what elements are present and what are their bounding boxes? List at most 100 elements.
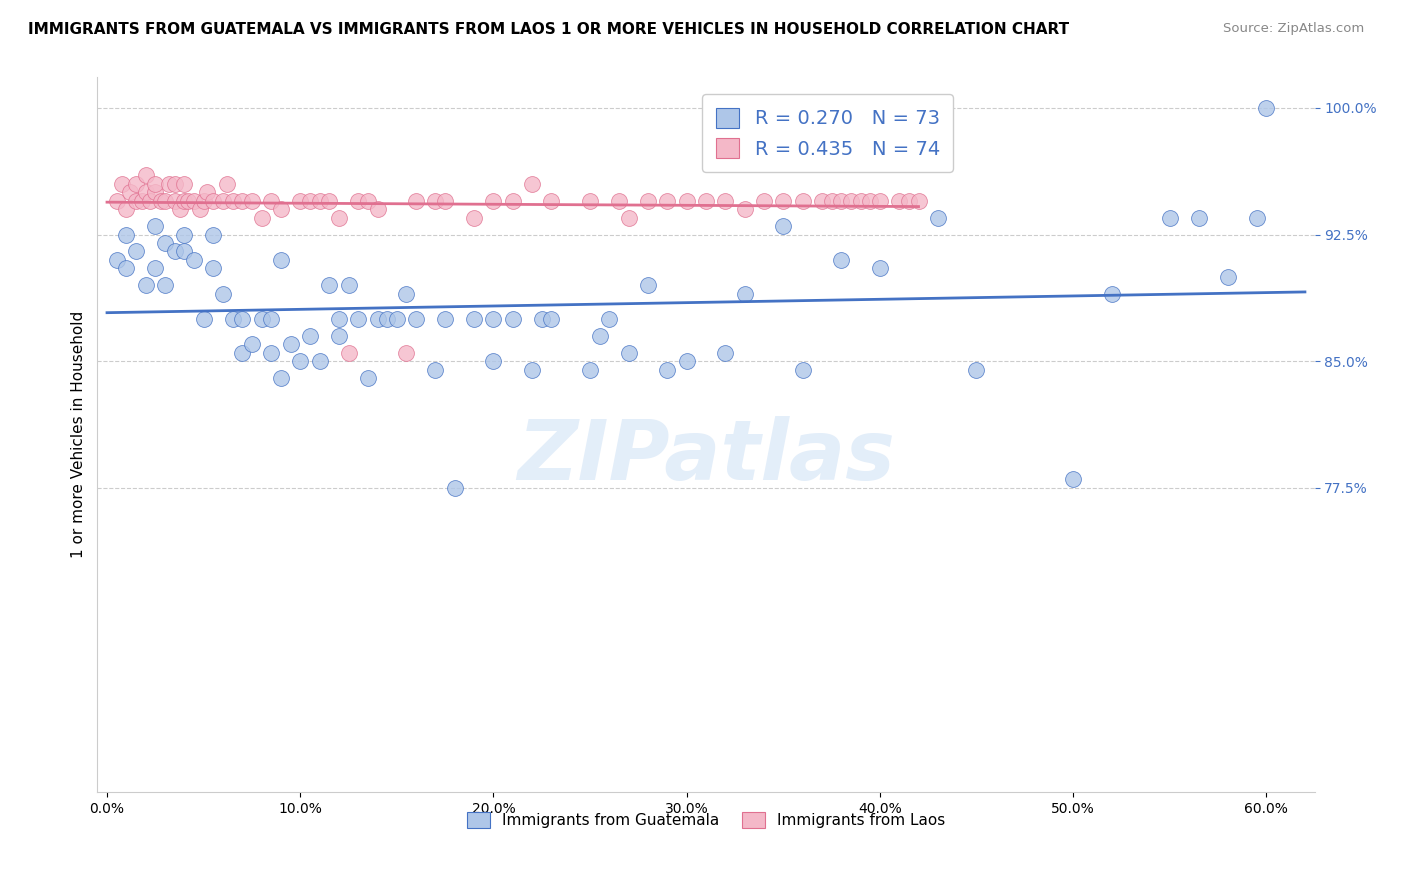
Point (135, 186, 157, 200)
Point (366, 312, 388, 326)
Point (607, 194, 630, 208)
Point (357, 194, 380, 208)
Point (138, 194, 160, 208)
Point (637, 278, 659, 293)
Point (657, 362, 679, 376)
Point (1159, 211, 1181, 225)
Legend: Immigrants from Guatemala, Immigrants from Laos: Immigrants from Guatemala, Immigrants fr… (461, 806, 952, 834)
Point (183, 252, 205, 267)
Point (752, 194, 775, 208)
Point (598, 312, 620, 326)
Point (714, 345, 737, 359)
Point (318, 278, 340, 293)
Point (337, 345, 360, 359)
Point (328, 329, 350, 343)
Point (772, 219, 794, 233)
Point (328, 211, 350, 225)
Point (1101, 286, 1123, 301)
Point (347, 312, 370, 326)
Point (347, 194, 370, 208)
Point (125, 177, 148, 191)
Point (657, 194, 679, 208)
Point (193, 194, 215, 208)
Point (143, 186, 166, 200)
Point (395, 345, 418, 359)
Point (617, 345, 640, 359)
Point (202, 194, 225, 208)
Text: IMMIGRANTS FROM GUATEMALA VS IMMIGRANTS FROM LAOS 1 OR MORE VEHICLES IN HOUSEHOL: IMMIGRANTS FROM GUATEMALA VS IMMIGRANTS … (28, 22, 1069, 37)
Point (869, 261, 891, 276)
Point (173, 177, 195, 191)
Point (150, 194, 173, 208)
Point (869, 194, 891, 208)
Point (143, 177, 166, 191)
Point (540, 312, 562, 326)
Point (173, 194, 195, 208)
Point (270, 202, 292, 217)
Point (792, 362, 814, 376)
Point (1256, 101, 1278, 115)
Point (318, 194, 340, 208)
Point (115, 202, 138, 217)
Point (579, 194, 602, 208)
Point (1216, 269, 1239, 284)
Point (212, 194, 235, 208)
Point (115, 227, 138, 242)
Point (849, 194, 872, 208)
Point (169, 202, 191, 217)
Point (811, 194, 834, 208)
Point (270, 371, 292, 385)
Point (163, 194, 186, 208)
Point (675, 354, 697, 368)
Point (115, 261, 138, 276)
Point (830, 252, 852, 267)
Point (260, 312, 283, 326)
Point (839, 194, 862, 208)
Point (163, 244, 186, 259)
Point (221, 312, 243, 326)
Point (231, 345, 253, 359)
Point (260, 345, 283, 359)
Point (131, 194, 153, 208)
Point (425, 194, 447, 208)
Point (105, 252, 128, 267)
Point (434, 194, 457, 208)
Point (675, 194, 697, 208)
Point (173, 244, 195, 259)
Point (395, 286, 418, 301)
Point (520, 362, 543, 376)
Point (734, 202, 756, 217)
Point (143, 261, 166, 276)
Point (502, 312, 524, 326)
Point (280, 337, 302, 351)
Point (240, 337, 263, 351)
Point (897, 194, 920, 208)
Point (1246, 211, 1268, 225)
Point (434, 312, 457, 326)
Point (1188, 211, 1211, 225)
Point (231, 312, 253, 326)
Point (153, 235, 176, 250)
Point (143, 219, 166, 233)
Point (202, 261, 225, 276)
Point (308, 194, 330, 208)
Point (734, 286, 756, 301)
Text: Source: ZipAtlas.com: Source: ZipAtlas.com (1223, 22, 1364, 36)
Point (337, 278, 360, 293)
Point (197, 186, 219, 200)
Point (482, 354, 505, 368)
Point (125, 244, 148, 259)
Point (772, 194, 794, 208)
Point (425, 362, 447, 376)
Point (520, 177, 543, 191)
Point (405, 194, 427, 208)
Point (907, 194, 929, 208)
Point (177, 194, 200, 208)
Point (357, 371, 380, 385)
Point (443, 481, 465, 495)
Point (927, 211, 949, 225)
Point (120, 186, 142, 200)
Point (328, 312, 350, 326)
Point (202, 227, 225, 242)
Y-axis label: 1 or more Vehicles in Household: 1 or more Vehicles in Household (72, 311, 86, 558)
